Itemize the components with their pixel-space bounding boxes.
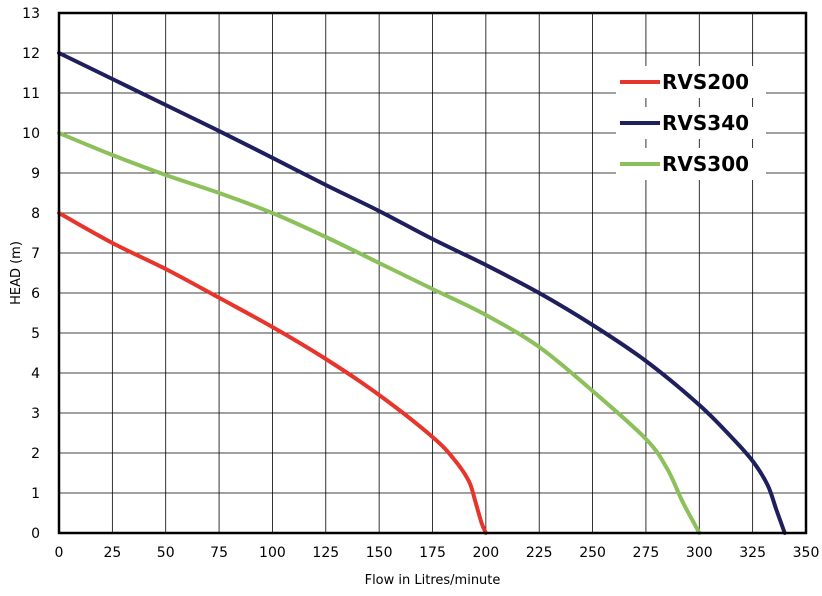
x-tick-label: 175 [419, 545, 446, 561]
x-axis-title: Flow in Litres/minute [365, 573, 501, 588]
y-tick-label: 1 [31, 486, 40, 502]
y-tick-label: 13 [22, 6, 40, 22]
series-lines [57, 51, 787, 535]
y-axis-title: HEAD (m) [9, 241, 24, 305]
x-tick-label: 200 [472, 545, 499, 561]
y-tick-label: 10 [22, 126, 40, 142]
legend-label-rvs200: RVS200 [662, 70, 749, 94]
y-tick-label: 5 [31, 326, 40, 342]
series-line-rvs200 [57, 211, 488, 535]
x-tick-label: 275 [633, 545, 660, 561]
x-tick-label: 25 [103, 545, 121, 561]
x-tick-label: 325 [739, 545, 766, 561]
x-tick-label: 150 [366, 545, 393, 561]
x-tick-label: 75 [210, 545, 228, 561]
x-tick-label: 225 [526, 545, 553, 561]
x-tick-label: 50 [157, 545, 175, 561]
y-tick-label: 11 [22, 86, 40, 102]
y-tick-label: 6 [31, 286, 40, 302]
plot-frame [57, 11, 808, 535]
y-tick-label: 8 [31, 206, 40, 222]
y-tick-label: 4 [31, 366, 40, 382]
x-tick-label: 0 [55, 545, 64, 561]
y-tick-label: 7 [31, 246, 40, 262]
y-tick-label: 9 [31, 166, 40, 182]
x-tick-label: 300 [686, 545, 713, 561]
y-tick-label: 12 [22, 46, 40, 62]
x-tick-label: 250 [579, 545, 606, 561]
x-tick-labels: 0 25 50 75 100 125 150 175 200 225 250 275 300 325 350 [55, 545, 820, 561]
x-tick-label: 350 [793, 545, 820, 561]
legend-label-rvs340: RVS340 [662, 111, 749, 135]
y-tick-label: 0 [31, 526, 40, 542]
legend: RVS200 RVS340 RVS300 [616, 66, 766, 180]
y-tick-label: 3 [31, 406, 40, 422]
x-tick-label: 125 [312, 545, 339, 561]
y-tick-label: 2 [31, 446, 40, 462]
x-tick-label: 100 [259, 545, 286, 561]
series-line-rvs340 [57, 51, 787, 535]
legend-label-rvs300: RVS300 [662, 152, 749, 176]
series-line-rvs300 [57, 131, 702, 535]
